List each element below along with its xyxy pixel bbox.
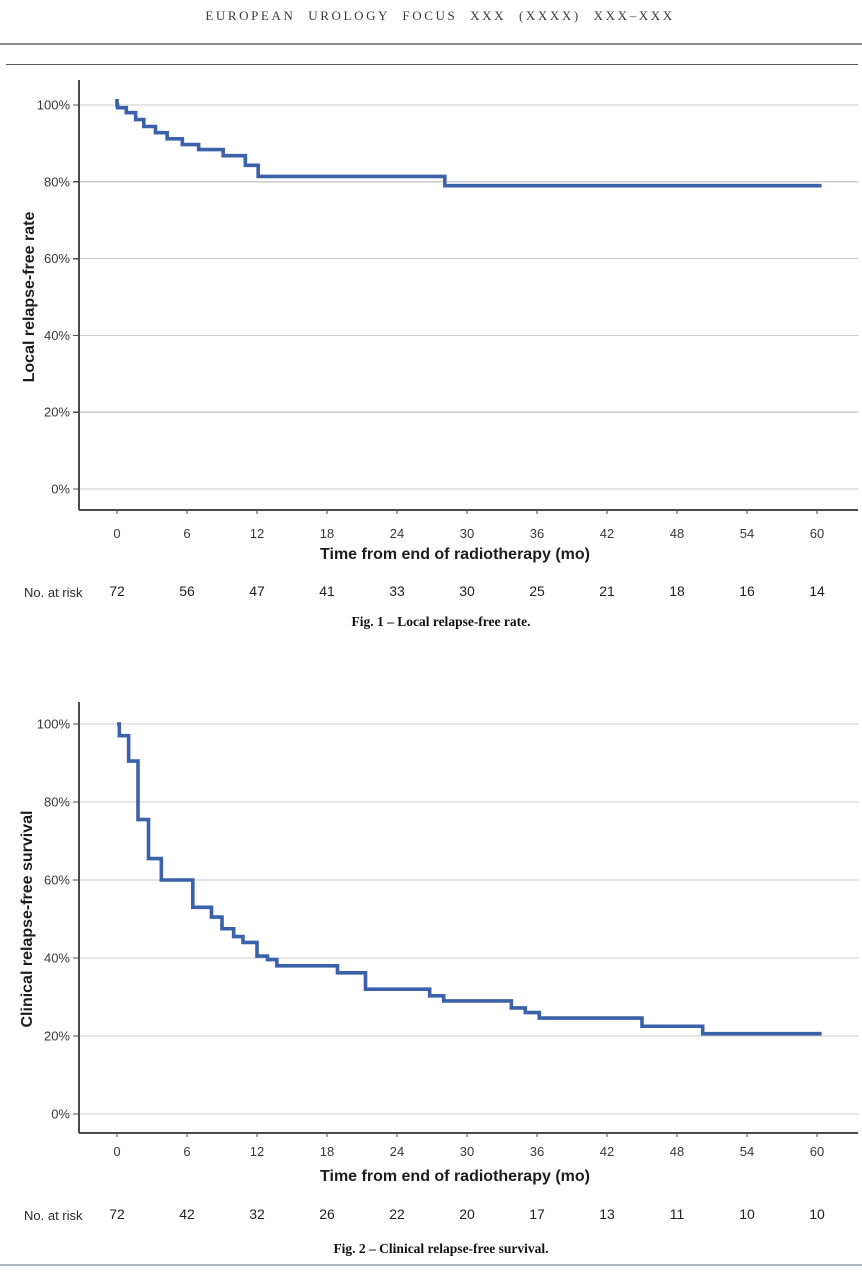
header-rule [0,43,862,45]
x-tick-label: 6 [183,526,190,541]
y-axis-title: Local relapse-free rate [21,211,38,383]
x-tick-label: 30 [460,526,474,541]
x-tick-label: 60 [810,1144,824,1159]
y-tick-label: 80% [44,174,70,189]
x-tick-label: 12 [250,526,264,541]
km-chart-local-relapse-free: 0% 20% 40% 60% 80% 100% 0 6 12 18 24 30 36 42 48 54 60 [37,80,858,541]
x-tick-label: 48 [670,1144,684,1159]
y-tick-label: 0% [51,1107,70,1122]
y-tick-label: 20% [44,405,70,420]
x-tick-label: 42 [600,526,614,541]
y-tick-label: 100% [37,717,71,732]
x-axis-title: Time from end of radiotherapy (mo) [320,1168,590,1185]
y-tick-label: 80% [44,795,70,810]
risk-count: 16 [739,583,755,599]
risk-count: 47 [249,583,265,599]
x-tick-label: 18 [320,1144,334,1159]
risk-count: 32 [249,1206,265,1222]
y-tick-label: 20% [44,1029,70,1044]
x-tick-label: 54 [740,1144,754,1159]
figure-2-clinical-relapse-free-survival: 0% 20% 40% 60% 80% 100% 0 6 12 18 24 30 36 42 48 54 60 C… [0,695,862,1270]
km-chart-clinical-relapse-free: 0% 20% 40% 60% 80% 100% 0 6 12 18 24 30 36 42 48 54 60 [37,702,858,1159]
risk-count: 26 [319,1206,335,1222]
risk-count: 14 [809,583,825,599]
x-tick-label: 36 [530,1144,544,1159]
y-tick-label: 40% [44,328,70,343]
y-tick-label: 0% [51,482,70,497]
figure-2-caption: Fig. 2 – Clinical relapse-free survival. [333,1241,549,1256]
x-tick-label: 24 [390,1144,404,1159]
risk-count: 72 [109,583,125,599]
x-tick-label: 54 [740,526,754,541]
risk-row-label: No. at risk [24,585,83,600]
risk-count: 10 [739,1206,755,1222]
x-tick-label: 18 [320,526,334,541]
y-tick-label: 60% [44,873,70,888]
risk-count: 30 [459,583,475,599]
risk-count: 18 [669,583,685,599]
y-tick-label: 100% [37,98,71,113]
risk-count: 56 [179,583,195,599]
y-tick-label: 40% [44,951,70,966]
risk-count: 13 [599,1206,615,1222]
x-tick-label: 30 [460,1144,474,1159]
x-tick-label: 36 [530,526,544,541]
x-tick-label: 48 [670,526,684,541]
risk-count: 72 [109,1206,125,1222]
risk-count: 33 [389,583,405,599]
risk-count: 21 [599,583,615,599]
x-tick-label: 0 [113,526,120,541]
number-at-risk-row: No. at risk 72 56 47 41 33 30 25 21 18 16 14 [0,583,862,603]
x-tick-label: 24 [390,526,404,541]
page-bottom-rule [0,1264,862,1266]
risk-count: 20 [459,1206,475,1222]
x-tick-label: 42 [600,1144,614,1159]
km-survival-curve [115,99,822,188]
x-tick-label: 0 [113,1144,120,1159]
risk-count: 42 [179,1206,195,1222]
journal-header: EUROPEAN UROLOGY FOCUS XXX (XXXX) XXX–XX… [205,8,675,23]
risk-count: 17 [529,1206,545,1222]
km-survival-curve [117,722,822,1036]
y-axis-title: Clinical relapse-free survival [19,810,36,1028]
figure-1-caption: Fig. 1 – Local relapse-free rate. [351,614,531,629]
risk-count: 25 [529,583,545,599]
y-tick-label: 60% [44,251,70,266]
risk-count: 41 [319,583,335,599]
x-axis-title: Time from end of radiotherapy (mo) [320,546,590,563]
risk-count: 22 [389,1206,405,1222]
figure-top-border [6,64,858,65]
x-tick-label: 12 [250,1144,264,1159]
number-at-risk-row: No. at risk 72 42 32 26 22 20 17 13 11 10 10 [0,1206,862,1226]
x-tick-label: 60 [810,526,824,541]
risk-row-label: No. at risk [24,1208,83,1223]
x-tick-label: 6 [183,1144,190,1159]
figure-1-local-relapse-free-rate: 0% 20% 40% 60% 80% 100% 0 6 12 18 24 30 36 42 48 54 60 L… [0,60,862,645]
risk-count: 11 [669,1206,685,1222]
risk-count: 10 [809,1206,825,1222]
